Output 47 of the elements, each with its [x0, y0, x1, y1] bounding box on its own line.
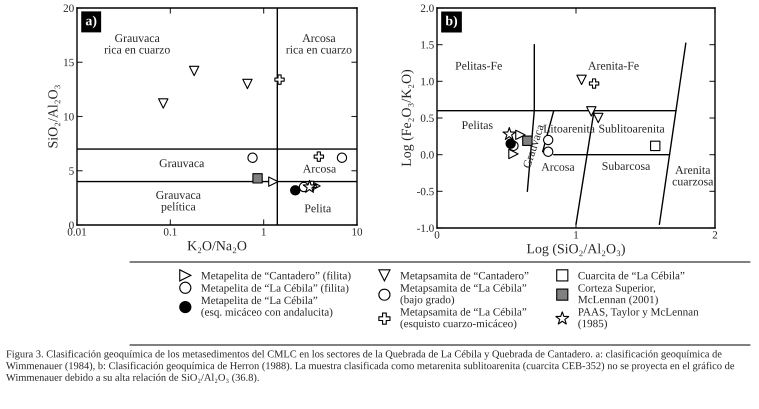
legend-label: Metapelita de “La Cébila” (esq. micáceo con andalucita): [201, 296, 332, 318]
x-tick-label: 1: [262, 228, 266, 236]
legend-label: Metapsamita de “La Cébila” (esquisto cuarzo-micáceo): [400, 308, 526, 330]
y-tick-label: 0: [69, 221, 74, 229]
legend-label: Cuarcita de “La Cébila”: [578, 272, 684, 280]
annotation: Pelita: [304, 204, 332, 212]
annotation: Arcosa: [302, 164, 336, 173]
annotation: Subarcosa: [602, 162, 650, 170]
y-tick-label: 0.5: [420, 114, 434, 122]
legend-label: Metapsamita de “La Cébila” (bajo grado): [400, 284, 526, 306]
x-tick-label: 2: [712, 231, 718, 238]
annotation: Grauvaca pelítica: [156, 191, 201, 213]
y-tick-label: -0.5: [417, 188, 434, 196]
legend-label: Metapelita de “Cantadero” (filita): [201, 271, 351, 282]
x-tick-label: 0: [434, 231, 440, 239]
annotation: Sublitoarenita: [599, 124, 665, 133]
y-tick-label: 0.0: [420, 151, 434, 159]
x-tick-label: 1: [574, 231, 578, 238]
text: Figura 3. Clasificación geoquímica de los metasedimentos del CMLC en los sectores de la Quebrada de La Cébila y Quebrada de Cantadero. a: clasificación geoquímica de Wimmenauer (1984), b: Clasificación geoquímica de Herron (1988). La muestra clasificada como metarenita sublitoarenita (cuarcita CEB-352) no se proyecta en el gráfico de Wimmenauer debido a su alta relación de SiO₂/Al₂O₃ (36.8).: [6, 350, 734, 383]
y-tick-label: 1.5: [421, 41, 434, 49]
y-tick-label: -1.0: [417, 224, 434, 232]
legend-label: Metapelita de “La Cébila” (filita): [201, 284, 348, 294]
annotation: b): [446, 16, 458, 28]
annotation: Arenita cuarzosa: [672, 166, 714, 186]
y-axis-title: SiO₂/Al₂O₃: [48, 85, 60, 148]
legend-label: Metapsamita de “Cantadero”: [400, 272, 528, 282]
annotation: Arenita-Fe: [588, 62, 639, 70]
y-tick-label: 5: [69, 167, 74, 175]
annotation: a): [86, 16, 96, 28]
annotation: Arcosa rica en cuarzo: [286, 34, 352, 54]
y-tick-label: 2.0: [420, 4, 434, 12]
x-axis-title: Log (SiO₂/Al₂O₃): [526, 244, 625, 256]
legend-label: Corteza Superior, McLennan (2001): [578, 284, 658, 306]
y-tick-label: 20: [64, 4, 74, 12]
y-axis-title: Log (Fe₂O₃/K₂O): [401, 70, 414, 166]
x-axis-title: K₂O/Na₂O: [187, 241, 246, 254]
x-tick-label: 10: [352, 228, 362, 236]
annotation: Pelitas: [462, 120, 493, 130]
x-tick-label: 0.01: [68, 228, 86, 236]
x-tick-label: 0.1: [164, 228, 177, 236]
annotation: Grauvaca: [160, 159, 204, 168]
y-tick-label: 15: [64, 58, 74, 66]
annotation: Pelitas-Fe: [455, 61, 502, 70]
annotation: Grauvaca rica en cuarzo: [104, 34, 170, 54]
y-tick-label: 1.0: [421, 78, 434, 86]
y-tick-label: 10: [64, 112, 74, 120]
legend-label: PAAS, Taylor y McLennan (1985): [578, 308, 698, 330]
